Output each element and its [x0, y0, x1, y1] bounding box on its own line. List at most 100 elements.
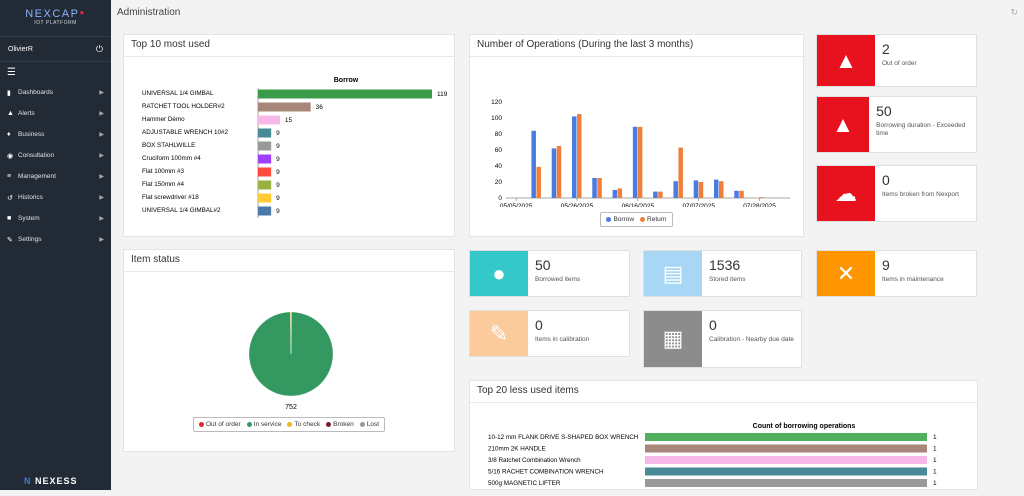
- sidebar-item-label: Historics: [18, 194, 43, 201]
- sidebar-item-consultation[interactable]: ◉ Consultation ▶: [0, 145, 111, 166]
- sidebar-item-management[interactable]: ≡ Management ▶: [0, 166, 111, 187]
- bar: [258, 167, 272, 177]
- stat-tile[interactable]: ▤ 1536 Stored items: [643, 250, 802, 297]
- warning-icon: ▲: [7, 110, 14, 117]
- sidebar-item-dashboards[interactable]: ▮ Dashboards ▶: [0, 82, 111, 103]
- sidebar-item-historics[interactable]: ↺ Historics ▶: [0, 187, 111, 208]
- stat-label: Items in calibration: [535, 336, 590, 343]
- legend-item[interactable]: Lost: [359, 421, 379, 428]
- wrench-icon: ✎: [470, 311, 528, 356]
- y-tick-label: 60: [495, 147, 503, 154]
- wrench-icon: ✎: [7, 236, 13, 244]
- panel-title: Top 20 less used items: [470, 381, 977, 403]
- bar-return: [556, 146, 562, 198]
- sidebar-item-business[interactable]: ♦ Business ▶: [0, 124, 111, 145]
- calendar-icon: ▦: [644, 311, 702, 367]
- bar: [258, 128, 272, 138]
- legend-item[interactable]: In service: [246, 421, 281, 428]
- refresh-icon[interactable]: ↻: [1010, 6, 1018, 17]
- sidebar-item-alerts[interactable]: ▲ Alerts ▶: [0, 103, 111, 124]
- power-icon[interactable]: ⏻: [95, 43, 103, 54]
- stat-tile[interactable]: ☁ 0 Items broken from Nexport: [816, 165, 977, 222]
- legend-item[interactable]: Return: [640, 216, 667, 223]
- legend-item[interactable]: Borrow: [606, 216, 634, 223]
- sidebar-item-system[interactable]: ■ System ▶: [0, 208, 111, 229]
- top10-chart: Borrow UNIVERSAL 1/4 GIMBAL 119 RATCHET TOO…: [142, 77, 448, 218]
- stat-label: Items broken from Nexport: [882, 191, 959, 198]
- data-label: 9: [276, 156, 280, 163]
- logo: NEXCAP● IOT PLATFORM: [25, 8, 86, 26]
- sidebar-item-settings[interactable]: ✎ Settings ▶: [0, 229, 111, 250]
- warning-icon: ▲: [817, 97, 870, 152]
- bar: [258, 89, 432, 99]
- data-label: 119: [437, 91, 448, 98]
- tick-label: Cruciform 100mm #4: [142, 155, 201, 162]
- stat-tile[interactable]: ▲ 2 Out of order: [816, 34, 977, 87]
- bar: [258, 102, 311, 112]
- bar: [258, 154, 272, 164]
- bar-return: [536, 166, 541, 198]
- tick-label: UNIVERSAL 1/4 GIMBAL#2: [142, 207, 221, 214]
- bar-return: [719, 181, 724, 198]
- bar-borrow: [673, 181, 678, 198]
- bar-chart-icon: ▮: [7, 89, 11, 97]
- bar-borrow: [734, 190, 739, 198]
- eye-icon: ◉: [7, 152, 14, 160]
- item-status-panel: Item status 752 Out of order In service To…: [123, 249, 455, 452]
- legend-item[interactable]: To check: [287, 421, 320, 428]
- bar-borrow: [653, 191, 658, 198]
- x-tick-label: 07/07/2025: [682, 203, 715, 207]
- nexess-logo: N NEXESS: [24, 476, 78, 486]
- data-label: 9: [276, 130, 280, 137]
- stat-tile[interactable]: ▦ 0 Calibration - Nearby due date: [643, 310, 802, 368]
- bar: [258, 141, 272, 151]
- tools-icon: ✕: [817, 251, 875, 296]
- stat-label: Borrowed items: [535, 276, 581, 283]
- bar-return: [698, 182, 704, 198]
- chevron-right-icon: ▶: [99, 111, 104, 117]
- stat-value: 0: [535, 317, 543, 333]
- bar-borrow: [592, 178, 597, 198]
- chevron-right-icon: ▶: [99, 153, 104, 159]
- data-label: 9: [276, 208, 280, 215]
- tick-label: 3/8 Ratchet Combination Wrench: [488, 457, 581, 464]
- pie-slice: [290, 311, 292, 355]
- tick-label: RATCHET TOOL HOLDER#2: [142, 103, 225, 110]
- stat-tile[interactable]: ▲ 50 Borrowing duration - Exceeded time: [816, 96, 977, 153]
- chart-title: Borrow: [334, 77, 359, 84]
- chevron-right-icon: ▶: [99, 174, 104, 180]
- username: OlivierR: [8, 45, 33, 53]
- stat-tile[interactable]: ✕ 9 Items in maintenance: [816, 250, 977, 297]
- x-tick-label: 07/28/2025: [743, 203, 776, 207]
- tick-label: 500g MAGNETIC LIFTER: [488, 480, 561, 487]
- tick-label: Flat screwdriver #18: [142, 194, 199, 201]
- tick-label: UNIVERSAL 1/4 GIMBAL: [142, 90, 214, 97]
- bar-return: [617, 188, 623, 198]
- stat-value: 50: [876, 103, 892, 119]
- data-label: 1: [933, 469, 937, 476]
- chevron-right-icon: ▶: [99, 132, 104, 138]
- x-tick-label: 05/05/2025: [500, 203, 533, 207]
- bar: [645, 467, 927, 476]
- tick-label: Hammer Démo: [142, 116, 185, 123]
- sidebar-item-label: Business: [18, 131, 45, 138]
- panel-title: Number of Operations (During the last 3 …: [470, 35, 803, 57]
- stat-tile[interactable]: ✎ 0 Items in calibration: [469, 310, 630, 357]
- hamburger-icon[interactable]: ☰: [7, 67, 16, 78]
- tick-label: 210mm 2K HANDLE: [488, 446, 546, 453]
- stat-tile[interactable]: ● 50 Borrowed items: [469, 250, 630, 297]
- data-label: 1: [933, 457, 937, 464]
- legend-item[interactable]: Out of order: [198, 421, 241, 428]
- data-label: 9: [276, 169, 280, 176]
- tick-label: Flat 100mm #3: [142, 168, 184, 175]
- chart-title: Count of borrowing operations: [753, 423, 856, 430]
- stat-value: 50: [535, 257, 551, 273]
- database-icon: ≡: [7, 173, 12, 180]
- bar-return: [678, 147, 683, 198]
- legend-item[interactable]: Broken: [326, 421, 354, 428]
- y-tick-label: 80: [495, 131, 503, 138]
- y-tick-label: 0: [498, 195, 502, 202]
- top10-panel: Top 10 most used Borrow UNIVERSAL 1/4 GIM…: [123, 34, 455, 237]
- stat-label: Items in maintenance: [882, 276, 944, 283]
- bar-borrow: [531, 130, 536, 198]
